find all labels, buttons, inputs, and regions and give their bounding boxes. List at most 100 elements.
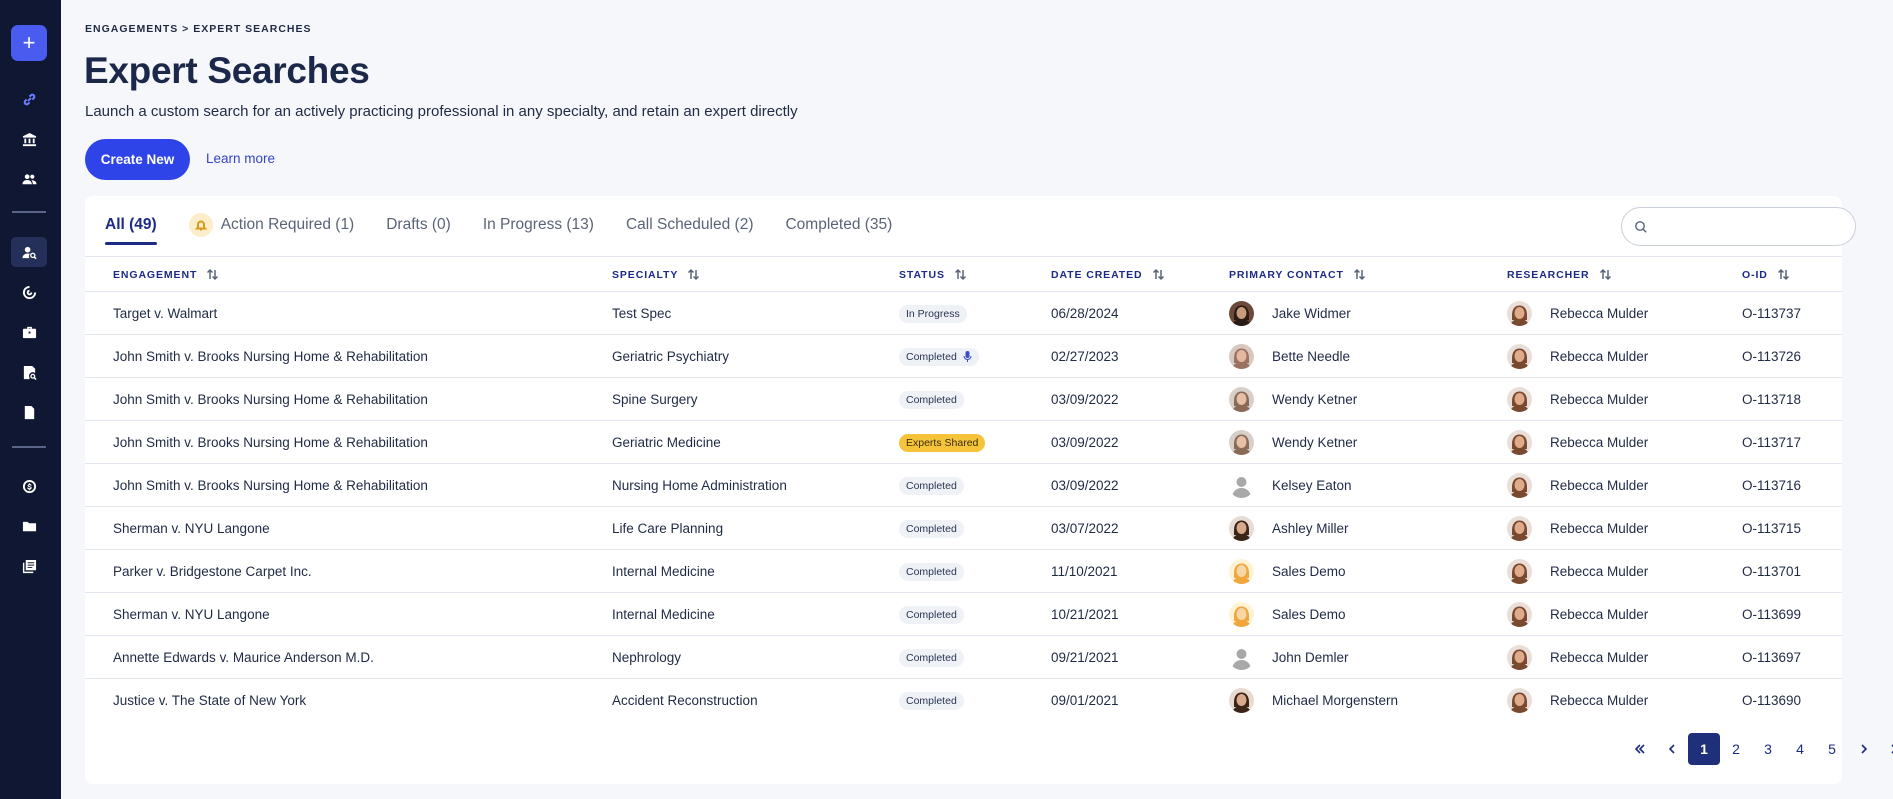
col-label: RESEARCHER [1507, 268, 1590, 281]
status-cell: Completed [899, 507, 964, 550]
sort-icon[interactable] [1152, 268, 1165, 281]
table-row[interactable]: Sherman v. NYU Langone Internal Medicine C… [85, 593, 1842, 636]
tab-all[interactable]: All (49) [105, 212, 157, 245]
table-row[interactable]: Parker v. Bridgestone Carpet Inc. Interna… [85, 550, 1842, 593]
tab-completed[interactable]: Completed (35) [785, 212, 892, 238]
sidebar-divider [12, 211, 46, 213]
prev-page-button[interactable] [1656, 733, 1688, 765]
researcher-name: Rebecca Mulder [1550, 521, 1649, 536]
search-box[interactable] [1621, 207, 1856, 246]
tab-label: Drafts (0) [386, 216, 451, 233]
col-engagement[interactable]: ENGAGEMENT [113, 257, 219, 292]
page-5-button[interactable]: 5 [1828, 741, 1836, 757]
col-primary-contact[interactable]: PRIMARY CONTACT [1229, 257, 1366, 292]
bank-icon[interactable] [11, 124, 47, 154]
last-page-button[interactable] [1880, 733, 1893, 765]
sort-icon[interactable] [206, 268, 219, 281]
tab-drafts[interactable]: Drafts (0) [386, 212, 451, 238]
avatar [1507, 301, 1532, 326]
avatar [1507, 602, 1532, 627]
col-specialty[interactable]: SPECIALTY [612, 257, 700, 292]
table-row[interactable]: John Smith v. Brooks Nursing Home & Reha… [85, 464, 1842, 507]
learn-more-link[interactable]: Learn more [206, 151, 276, 166]
breadcrumb: ENGAGEMENTS > EXPERT SEARCHES [85, 23, 312, 35]
col-researcher[interactable]: RESEARCHER [1507, 257, 1612, 292]
col-date-created[interactable]: DATE CREATED [1051, 257, 1165, 292]
status-cell: Completed [899, 550, 964, 593]
status-text: Completed [906, 651, 957, 664]
next-page-button[interactable] [1848, 733, 1880, 765]
avatar [1507, 645, 1532, 670]
avatar [1229, 688, 1254, 713]
sidebar: + [0, 0, 61, 799]
table-row[interactable]: Justice v. The State of New York Accident… [85, 679, 1842, 722]
engagement-cell[interactable]: Parker v. Bridgestone Carpet Inc. [113, 564, 312, 579]
table-row[interactable]: John Smith v. Brooks Nursing Home & Reha… [85, 378, 1842, 421]
col-status[interactable]: STATUS [899, 257, 967, 292]
engagement-cell[interactable]: Justice v. The State of New York [113, 693, 307, 708]
page-4-button[interactable]: 4 [1796, 741, 1804, 757]
library-icon[interactable] [11, 551, 47, 581]
specialty-cell: Internal Medicine [612, 607, 715, 622]
sort-icon[interactable] [954, 268, 967, 281]
avatar [1229, 602, 1254, 627]
first-page-button[interactable] [1624, 733, 1656, 765]
page-1-button[interactable]: 1 [1688, 733, 1720, 765]
bell-icon [188, 213, 213, 237]
engagement-cell[interactable]: Annette Edwards v. Maurice Anderson M.D. [113, 650, 374, 665]
oid-cell: O-113715 [1742, 521, 1802, 536]
oid-cell: O-113716 [1742, 478, 1802, 493]
engagement-cell[interactable]: Sherman v. NYU Langone [113, 607, 270, 622]
radar-icon[interactable] [11, 277, 47, 307]
researcher-name: Rebecca Mulder [1550, 650, 1649, 665]
specialty-cell: Test Spec [612, 306, 672, 321]
table-row[interactable]: Sherman v. NYU Langone Life Care Planning… [85, 507, 1842, 550]
page-3-button[interactable]: 3 [1764, 741, 1772, 757]
status-cell: Completed [899, 464, 964, 507]
engagement-cell[interactable]: John Smith v. Brooks Nursing Home & Reha… [113, 349, 428, 364]
report-search-icon[interactable] [11, 357, 47, 387]
tab-label: Call Scheduled (2) [625, 216, 754, 233]
table-row[interactable]: John Smith v. Brooks Nursing Home & Reha… [85, 421, 1842, 464]
table-row[interactable]: Target v. Walmart Test Spec In Progress 06/… [85, 292, 1842, 335]
user-search-icon[interactable] [11, 237, 47, 267]
date-cell: 02/27/2023 [1051, 349, 1119, 364]
people-icon[interactable] [11, 164, 47, 194]
researcher-cell: Rebecca Mulder [1507, 507, 1648, 550]
specialty-cell: Geriatric Psychiatry [612, 349, 730, 364]
status-text: Completed [906, 565, 957, 578]
coin-icon[interactable] [11, 471, 47, 501]
status-text: Completed [906, 350, 957, 363]
avatar [1229, 387, 1254, 412]
avatar [1229, 473, 1254, 498]
engagement-cell[interactable]: John Smith v. Brooks Nursing Home & Reha… [113, 435, 428, 450]
engagement-cell[interactable]: John Smith v. Brooks Nursing Home & Reha… [113, 392, 428, 407]
col-oid[interactable]: O-ID [1742, 257, 1790, 292]
sort-icon[interactable] [1777, 268, 1790, 281]
page-2-button[interactable]: 2 [1732, 741, 1740, 757]
engagement-cell[interactable]: Target v. Walmart [113, 306, 218, 321]
sort-icon[interactable] [1599, 268, 1612, 281]
engagement-cell[interactable]: Sherman v. NYU Langone [113, 521, 270, 536]
engagement-cell[interactable]: John Smith v. Brooks Nursing Home & Reha… [113, 478, 428, 493]
table-row[interactable]: Annette Edwards v. Maurice Anderson M.D.… [85, 636, 1842, 679]
document-icon[interactable] [11, 397, 47, 427]
tab-action-required[interactable]: Action Required (1) [188, 212, 355, 238]
sort-icon[interactable] [687, 268, 700, 281]
briefcase-icon[interactable] [11, 317, 47, 347]
tab-in-progress[interactable]: In Progress (13) [483, 212, 594, 238]
folder-icon[interactable] [11, 511, 47, 541]
search-input[interactable] [1656, 216, 1846, 238]
avatar [1507, 688, 1532, 713]
tab-call-scheduled[interactable]: Call Scheduled (2) [626, 212, 754, 238]
sidebar-divider [12, 446, 46, 448]
create-new-button[interactable]: Create New [85, 139, 190, 180]
status-cell: Completed [899, 593, 964, 636]
sort-icon[interactable] [1353, 268, 1366, 281]
contact-cell: Kelsey Eaton [1229, 464, 1352, 507]
tab-label: Action Required (1) [220, 216, 355, 233]
link-icon[interactable] [11, 84, 47, 114]
specialty-cell: Internal Medicine [612, 564, 715, 579]
table-row[interactable]: John Smith v. Brooks Nursing Home & Reha… [85, 335, 1842, 378]
add-button[interactable]: + [11, 25, 47, 61]
